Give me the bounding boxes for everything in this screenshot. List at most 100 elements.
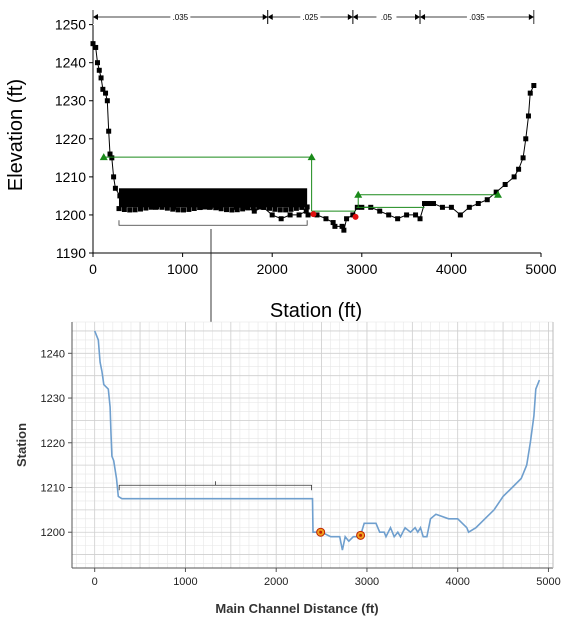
ground-point <box>175 207 181 213</box>
mannings-n-segment: .05 <box>352 10 421 24</box>
ground-point <box>430 201 436 207</box>
ground-point <box>493 189 499 195</box>
mannings-n-segment: .035 <box>419 10 535 24</box>
bank-marker-center <box>319 530 323 534</box>
x-tick-label: 2000 <box>264 576 288 588</box>
profile-chart: 1200 1210 1220 1230 1240 0 1000 2000 3000 4000 500… <box>14 321 561 616</box>
cross-section-chart: 1190 1200 1210 1220 1230 1240 1250 0 1000 2000 300… <box>5 10 557 322</box>
ground-point <box>106 128 112 134</box>
ground-point <box>516 166 522 172</box>
ground-point <box>386 212 392 218</box>
ground-point <box>457 212 463 218</box>
ground-point <box>475 201 481 207</box>
n-label-bg <box>376 12 397 22</box>
ground-point <box>104 98 110 104</box>
ground-point <box>377 208 383 214</box>
ground-point <box>303 208 309 214</box>
ground-point <box>439 204 445 210</box>
ground-point <box>94 60 100 66</box>
ground-point <box>143 205 149 211</box>
ground-point <box>344 216 350 222</box>
ground-point <box>103 90 109 96</box>
ground-point <box>224 207 230 213</box>
ground-point <box>341 227 347 233</box>
x-tick-label: 2000 <box>257 261 288 277</box>
ground-point <box>261 204 267 210</box>
n-label-bg <box>466 12 487 22</box>
ground-point <box>197 205 203 211</box>
y-tick-label: 1210 <box>41 482 65 494</box>
n-label: .035 <box>469 13 485 22</box>
y-tick-label: 1200 <box>41 527 65 539</box>
y-axis-label: Elevation (ft) <box>5 79 27 191</box>
y-tick-label: 1240 <box>55 55 86 71</box>
x-tick-label: 3000 <box>346 261 377 277</box>
ground-point <box>466 204 472 210</box>
x-tick-label: 4000 <box>445 576 469 588</box>
n-label-bg <box>170 12 191 22</box>
ground-point <box>207 204 213 210</box>
x-tick-label: 4000 <box>436 261 467 277</box>
ground-point <box>330 220 336 226</box>
mannings-n-segment: .025 <box>267 10 354 24</box>
ground-point <box>98 75 104 81</box>
ground-point <box>121 206 127 212</box>
dense-points-block <box>118 188 308 208</box>
ground-point <box>426 201 432 207</box>
x-tick-label: 0 <box>92 576 98 588</box>
ground-point <box>531 83 537 89</box>
ground-point <box>448 204 454 210</box>
ground-point <box>109 155 115 161</box>
ground-point <box>287 212 293 218</box>
bracket-line <box>118 220 308 226</box>
ground-point <box>304 204 310 210</box>
ground-point <box>417 216 423 222</box>
ground-point <box>511 174 517 180</box>
n-arrowhead-right <box>262 14 268 20</box>
y-tick-label: 1210 <box>55 169 86 185</box>
ground-point <box>100 86 106 92</box>
y-tick-label: 1190 <box>56 245 86 261</box>
ground-point <box>484 197 490 203</box>
ground-point <box>245 205 251 211</box>
ground-point <box>148 204 154 210</box>
mannings-n-segment: .035 <box>92 10 269 24</box>
x-tick-label: 1000 <box>173 576 197 588</box>
ground-point <box>520 155 526 161</box>
ground-point <box>154 204 160 210</box>
ground-point <box>296 212 302 218</box>
y-tick-label: 1240 <box>41 348 65 360</box>
ground-point <box>323 216 329 222</box>
x-tick-label: 0 <box>89 261 97 277</box>
profile-line <box>93 330 541 551</box>
ground-point <box>251 208 257 214</box>
ground-point <box>269 212 275 218</box>
n-arrowhead-right <box>528 14 534 20</box>
ground-point <box>332 223 338 229</box>
ground-point <box>523 136 529 142</box>
left-levee <box>99 153 356 212</box>
y-tick-label: 1230 <box>55 93 86 109</box>
ground-point <box>159 204 165 210</box>
n-label: .05 <box>381 13 393 22</box>
ground-point <box>191 205 197 211</box>
ground-point <box>350 212 356 218</box>
ground-point <box>137 206 143 212</box>
ground-point <box>164 205 170 211</box>
ground-point <box>240 206 246 212</box>
ground-point <box>256 204 262 210</box>
ground-point <box>213 205 219 211</box>
ground-point <box>250 204 256 210</box>
levee-marker <box>354 190 363 198</box>
ground-point <box>202 204 208 210</box>
y-tick-label: 1200 <box>55 207 86 223</box>
ground-point <box>395 216 401 222</box>
ground-point <box>111 174 117 180</box>
levee-marker <box>307 153 316 161</box>
y-tick-label: 1220 <box>41 438 65 450</box>
ground-point <box>170 206 176 212</box>
ground-point <box>404 212 410 218</box>
x-tick-label: 1000 <box>167 261 198 277</box>
x-axis-label: Main Channel Distance (ft) <box>215 601 378 616</box>
